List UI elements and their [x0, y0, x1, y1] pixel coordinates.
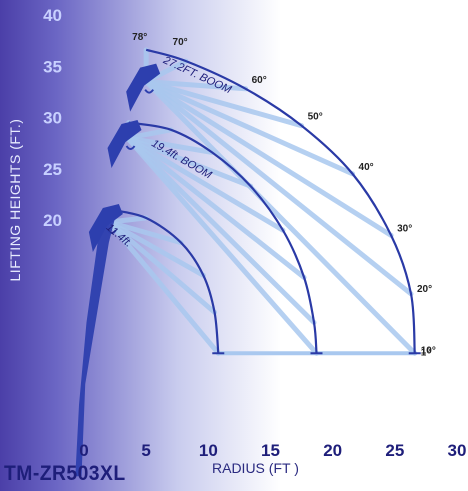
- angle-ray: [125, 135, 215, 155]
- envelope-arc: [111, 208, 220, 354]
- x-tick-label: 5: [141, 441, 150, 460]
- y-tick-label: 40: [43, 6, 62, 25]
- angle-ray: [106, 219, 206, 278]
- angle-label: 20°: [417, 284, 432, 295]
- boom-head: [88, 204, 123, 253]
- y-tick-label: 25: [43, 160, 62, 179]
- crane-silhouette: [67, 63, 161, 477]
- y-axis-title: LIFTING HEIGHTS (FT.): [7, 118, 23, 282]
- angle-label: 30°: [397, 223, 412, 234]
- boom-angle-rays: [106, 47, 418, 356]
- x-tick-label: 0: [79, 441, 88, 460]
- angle-label: 10°: [421, 345, 436, 356]
- y-tick-label: 35: [43, 57, 62, 76]
- angle-ray: [143, 79, 414, 297]
- hook-icon: [125, 145, 136, 150]
- y-tick-label: 30: [43, 109, 62, 128]
- angle-label: 78°: [132, 32, 147, 43]
- angle-ray: [143, 79, 356, 177]
- angle-label: 60°: [252, 75, 267, 86]
- angle-label: 70°: [173, 37, 188, 48]
- angle-ray: [125, 135, 307, 280]
- crane-mast: [67, 207, 118, 477]
- envelope-arc: [145, 48, 416, 354]
- x-tick-label: 20: [323, 441, 342, 460]
- angle-ray: [143, 79, 394, 238]
- angle-ray: [143, 79, 249, 92]
- angle-ray: [106, 219, 218, 315]
- angle-ray: [125, 127, 174, 141]
- angle-ray: [125, 135, 286, 233]
- x-tick-label: 10: [199, 441, 218, 460]
- angle-ray: [143, 79, 418, 356]
- angle-ray: [125, 135, 320, 356]
- boom-envelope-arcs: [111, 48, 421, 355]
- axis-ticks: 0 5 10 15 20 25 30 20 25 30 35 40: [43, 6, 466, 460]
- angle-label: 1°: [421, 347, 431, 358]
- x-tick-label: 15: [261, 441, 280, 460]
- angle-label: 50°: [308, 112, 323, 123]
- angle-ray: [106, 219, 221, 356]
- x-tick-label: 30: [448, 441, 467, 460]
- angle-ray: [125, 135, 254, 189]
- model-name: TM-ZR503XL: [4, 462, 126, 485]
- hook-icon: [144, 89, 154, 94]
- hook-icon: [107, 229, 117, 235]
- angle-label: 40°: [359, 162, 374, 173]
- angle-ray: [106, 219, 184, 246]
- boom-head: [107, 120, 142, 168]
- x-tick-label: 25: [385, 441, 404, 460]
- angle-ray: [143, 79, 305, 129]
- envelope-arc: [128, 121, 318, 354]
- x-axis-title: RADIUS (FT ): [212, 460, 299, 476]
- angle-ray: [125, 135, 317, 325]
- y-tick-label: 20: [43, 211, 62, 230]
- boom-head: [126, 63, 161, 112]
